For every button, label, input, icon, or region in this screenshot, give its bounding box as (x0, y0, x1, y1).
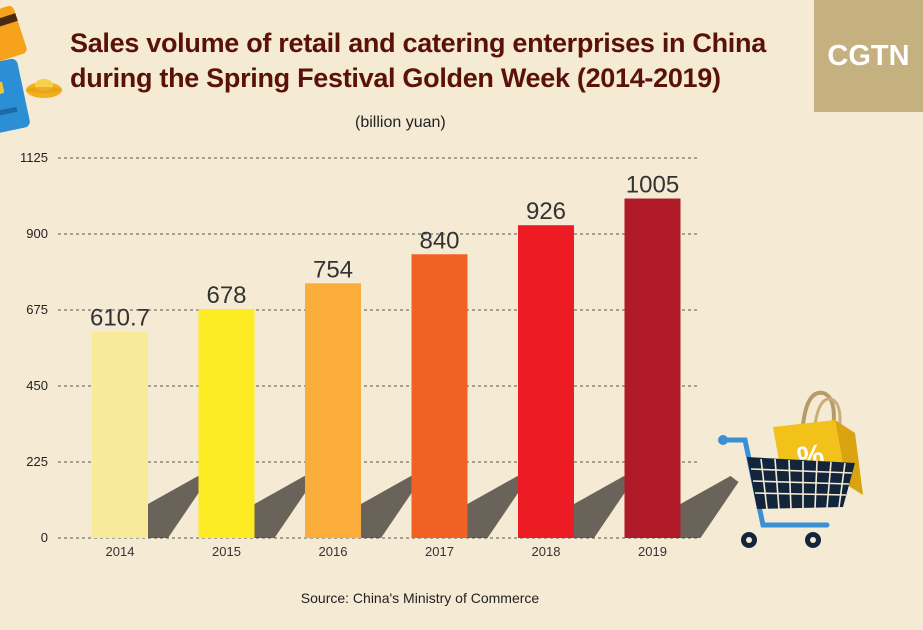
x-tick-label: 2017 (425, 544, 454, 559)
y-tick-label: 900 (26, 226, 48, 241)
unit-label: (billion yuan) (355, 114, 446, 131)
bar-shadow (361, 476, 419, 538)
x-tick-label: 2019 (638, 544, 667, 559)
credit-card-icon (0, 5, 62, 135)
bar-shadow (574, 476, 632, 538)
y-tick-label: 675 (26, 302, 48, 317)
y-tick-label: 450 (26, 378, 48, 393)
bar-2014 (92, 331, 148, 538)
bar-2017 (411, 254, 468, 538)
chart-title: Sales volume of retail and catering ente… (70, 26, 790, 96)
bar-shadow (254, 476, 313, 538)
bar-shadow (467, 476, 526, 538)
x-axis-ticks: 2014 2015 2016 2017 2018 2019 (106, 544, 667, 559)
value-label-2017: 840 (419, 227, 459, 254)
bars (92, 198, 681, 539)
value-label-2016: 754 (313, 256, 353, 283)
value-label-2015: 678 (206, 282, 246, 309)
y-tick-label: 225 (26, 454, 48, 469)
value-label-2018: 926 (526, 198, 566, 225)
grid-lines (58, 157, 700, 539)
bar-2015 (198, 308, 255, 538)
shopping-cart-icon: % (718, 390, 863, 548)
bar-shadow (680, 476, 739, 538)
bar-2018 (518, 225, 574, 538)
bar-2019 (624, 198, 681, 539)
bar-shadows (148, 476, 739, 538)
x-tick-label: 2015 (212, 544, 241, 559)
value-labels: 610.7 678 754 840 926 1005 (90, 172, 679, 332)
y-tick-label: 0 (41, 530, 48, 545)
y-tick-label: 1125 (20, 150, 48, 165)
x-tick-label: 2018 (532, 544, 561, 559)
gold-ingot-icon (26, 79, 62, 98)
chart-title-line2: during the Spring Festival Golden Week (… (70, 63, 721, 93)
source-note: Source: China's Ministry of Commerce (300, 590, 540, 606)
chart-title-line1: Sales volume of retail and catering ente… (70, 28, 766, 58)
bar-shadow (148, 476, 206, 538)
bar-2016 (305, 283, 361, 538)
value-label-2014: 610.7 (90, 305, 150, 332)
y-axis-ticks: 0 225 450 675 900 1125 (20, 150, 48, 545)
cgtn-logo: CGTN (814, 0, 923, 112)
x-tick-label: 2016 (319, 544, 348, 559)
x-tick-label: 2014 (106, 544, 135, 559)
value-label-2019: 1005 (626, 172, 679, 199)
